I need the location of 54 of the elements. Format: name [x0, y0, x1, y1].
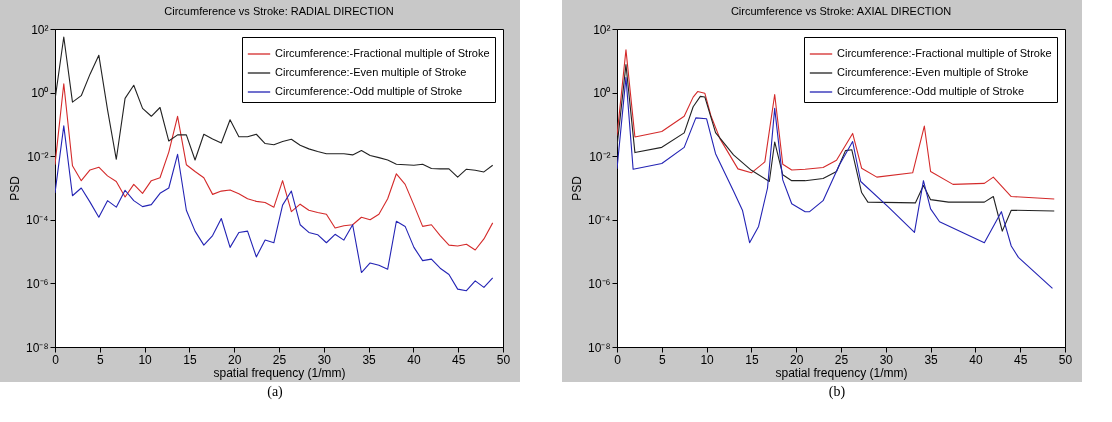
line-series	[55, 125, 494, 292]
y-tick-label: 10⁻⁶	[26, 276, 49, 291]
x-tick-label: 10	[138, 352, 153, 367]
y-tick-label: 10⁰	[31, 86, 49, 101]
x-tick-label: 40	[969, 352, 983, 367]
y-tick-label: 10⁻⁸	[26, 340, 49, 355]
y-axis-title: PSD	[8, 175, 22, 201]
x-tick-label: 10	[700, 352, 715, 367]
y-tick-label: 10²	[31, 22, 49, 37]
y-tick-label: 10⁻⁴	[587, 213, 611, 228]
line-series	[617, 76, 1054, 289]
x-tick-label: 15	[183, 352, 197, 367]
y-tick-label: 10²	[593, 22, 611, 37]
x-tick-label: 25	[834, 352, 849, 367]
text: (b)	[827, 384, 847, 400]
x-tick-label: 50	[496, 352, 511, 367]
y-axis-title: PSD	[570, 175, 584, 201]
legend-label: Circumference:-Fractional multiple of Stroke	[837, 47, 1052, 59]
x-tick-label: 35	[362, 352, 377, 367]
y-tick-label: 10⁻⁶	[588, 276, 611, 291]
text: (a)	[266, 384, 284, 400]
x-tick-label: 20	[790, 352, 804, 367]
line-series	[55, 83, 494, 251]
x-tick-label: 35	[924, 352, 939, 367]
x-tick-label: 30	[317, 352, 332, 367]
y-tick-label: 10⁻²	[589, 149, 611, 164]
legend-label: Circumference:-Even multiple of Stroke	[275, 66, 467, 78]
y-tick-label: 10⁻⁸	[588, 340, 611, 355]
x-tick-label: 20	[228, 352, 242, 367]
x-tick-label: 25	[272, 352, 287, 367]
x-axis-title: spatial frequency (1/mm)	[213, 365, 346, 380]
y-tick-label: 10⁻²	[27, 149, 49, 164]
chart-title: Circumference vs Stroke: AXIAL DIRECTION	[730, 5, 952, 17]
y-tick-label: 10⁻⁴	[25, 213, 49, 228]
x-tick-label: 5	[96, 352, 104, 367]
line-series	[617, 64, 1055, 232]
x-tick-label: 45	[452, 352, 466, 367]
x-tick-label: 50	[1058, 352, 1073, 367]
legend-label: Circumference:-Odd multiple of Stroke	[275, 85, 463, 97]
x-tick-label: 45	[1014, 352, 1028, 367]
line-series	[55, 36, 494, 178]
legend-label: Circumference:-Odd multiple of Stroke	[837, 85, 1025, 97]
legend-label: Circumference:-Even multiple of Stroke	[837, 66, 1029, 78]
x-tick-label: 0	[614, 352, 622, 367]
chart-title: Circumference vs Stroke: RADIAL DIRECTION	[164, 5, 394, 17]
x-tick-label: 0	[52, 352, 60, 367]
x-axis-title: spatial frequency (1/mm)	[775, 365, 908, 380]
legend-label: Circumference:-Fractional multiple of Stroke	[275, 47, 490, 59]
x-tick-label: 15	[745, 352, 759, 367]
y-tick-label: 10⁰	[593, 86, 611, 101]
x-tick-label: 5	[658, 352, 666, 367]
x-tick-label: 40	[407, 352, 421, 367]
line-series	[617, 49, 1055, 200]
x-tick-label: 30	[879, 352, 894, 367]
